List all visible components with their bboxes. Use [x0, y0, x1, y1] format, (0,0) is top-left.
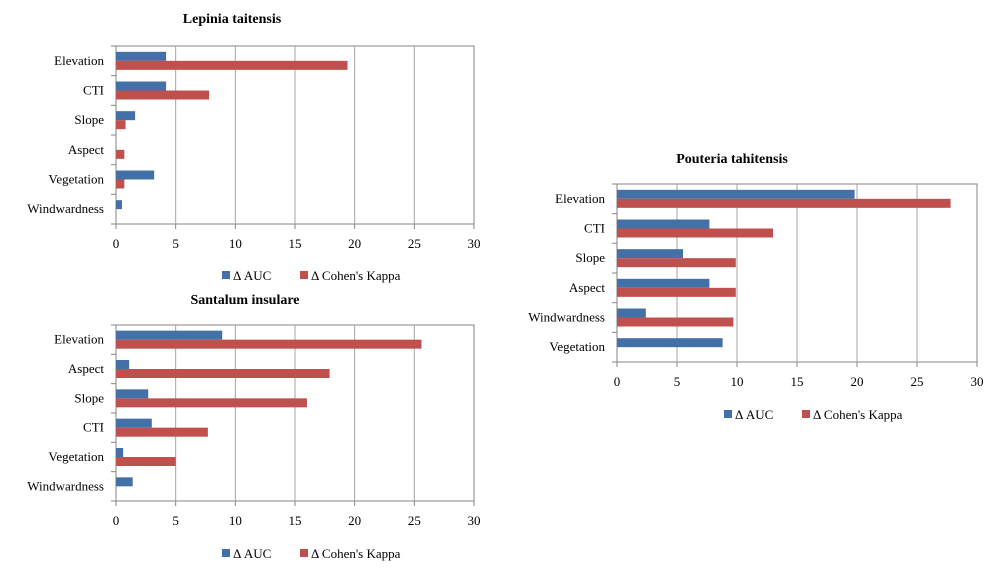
bar-delta-kappa	[116, 120, 126, 130]
bar-delta-auc	[617, 249, 683, 259]
legend: Δ AUC Δ Cohen's Kappa	[724, 407, 903, 422]
bar-delta-kappa	[116, 398, 307, 408]
category-label: Vegetation	[48, 449, 104, 464]
legend-swatch-kappa	[802, 410, 810, 418]
legend-label-kappa: Δ Cohen's Kappa	[813, 407, 903, 422]
x-tick-label: 5	[172, 236, 179, 251]
x-tick-label: 20	[348, 236, 361, 251]
category-label: Slope	[74, 390, 104, 405]
legend-label-auc: Δ AUC	[233, 546, 271, 561]
category-label: Slope	[575, 250, 605, 265]
bar-delta-kappa	[116, 179, 125, 189]
bar-delta-auc	[617, 338, 723, 348]
bar-delta-kappa	[116, 149, 125, 159]
legend-swatch-auc	[222, 271, 230, 279]
category-label: Vegetation	[48, 172, 104, 187]
legend-swatch-kappa	[300, 549, 308, 557]
legend-label-auc: Δ AUC	[233, 268, 271, 283]
x-tick-label: 0	[614, 374, 621, 389]
x-tick-label: 0	[113, 236, 120, 251]
bar-delta-auc	[116, 81, 167, 91]
x-tick-label: 25	[408, 513, 421, 528]
legend: Δ AUC Δ Cohen's Kappa	[222, 268, 401, 283]
legend-label-auc: Δ AUC	[735, 407, 773, 422]
bar-delta-auc	[116, 360, 130, 369]
bar-delta-auc	[617, 278, 710, 288]
bar-delta-kappa	[116, 339, 422, 349]
bar-delta-auc	[116, 200, 122, 210]
x-tick-label: 30	[971, 374, 984, 389]
x-tick-label: 10	[229, 513, 242, 528]
category-label: Elevation	[54, 53, 104, 68]
bar-delta-auc	[116, 418, 152, 428]
category-label: Windwardness	[528, 310, 605, 325]
legend-label-kappa: Δ Cohen's Kappa	[311, 268, 401, 283]
bar-delta-kappa	[617, 198, 951, 208]
legend: Δ AUC Δ Cohen's Kappa	[222, 546, 401, 561]
x-tick-label: 0	[113, 513, 120, 528]
bar-delta-kappa	[116, 369, 330, 378]
bar-delta-auc	[617, 189, 855, 199]
bar-delta-auc	[116, 51, 167, 61]
chart-santalum: Santalum insulare 0 5 10 15 20 25 30 Elevation As…	[27, 293, 480, 561]
category-label: Windwardness	[27, 478, 104, 493]
category-label: CTI	[83, 83, 104, 98]
category-label: Slope	[74, 112, 104, 127]
x-tick-label: 10	[229, 236, 242, 251]
bar-delta-auc	[617, 219, 710, 229]
x-tick-label: 25	[408, 236, 421, 251]
legend-swatch-auc	[724, 410, 732, 418]
chart-lepinia: Lepinia taitensis 0 5 10 15 20 25 30 Elevation CT…	[27, 12, 480, 283]
x-tick-label: 15	[289, 513, 302, 528]
category-label: Aspect	[68, 142, 104, 157]
x-tick-label: 30	[468, 236, 481, 251]
chart-title: Santalum insulare	[190, 293, 299, 308]
category-label: Elevation	[54, 332, 104, 347]
bar-delta-auc	[116, 448, 124, 457]
bar-delta-auc	[116, 477, 133, 487]
bar-delta-kappa	[617, 228, 773, 238]
x-tick-label: 5	[674, 374, 681, 389]
bar-delta-auc	[116, 111, 136, 121]
x-tick-label: 15	[791, 374, 804, 389]
x-tick-label: 25	[911, 374, 924, 389]
bar-delta-kappa	[617, 317, 734, 327]
bar-delta-kappa	[116, 60, 348, 70]
x-tick-label: 10	[731, 374, 744, 389]
chart-title: Lepinia taitensis	[183, 12, 282, 27]
bar-delta-kappa	[116, 90, 210, 100]
category-label: Windwardness	[27, 201, 104, 216]
bar-delta-kappa	[617, 258, 736, 268]
x-tick-label: 30	[468, 513, 481, 528]
x-tick-label: 15	[289, 236, 302, 251]
category-label: Aspect	[68, 361, 104, 376]
category-label: Elevation	[555, 191, 605, 206]
bar-delta-auc	[116, 330, 223, 340]
category-label: CTI	[584, 221, 605, 236]
bar-delta-kappa	[617, 287, 736, 297]
chart-pouteria: Pouteria tahitensis 0 5 10 15 20 25 30 Elevation…	[528, 152, 983, 422]
bar-delta-kappa	[116, 427, 208, 437]
legend-swatch-kappa	[300, 271, 308, 279]
chart-title: Pouteria tahitensis	[676, 152, 788, 167]
x-tick-label: 5	[172, 513, 179, 528]
x-tick-label: 20	[851, 374, 864, 389]
category-label: Vegetation	[549, 339, 605, 354]
bar-delta-auc	[116, 170, 155, 180]
legend-swatch-auc	[222, 549, 230, 557]
bar-delta-kappa	[116, 457, 176, 466]
x-tick-label: 20	[348, 513, 361, 528]
bar-delta-auc	[617, 308, 646, 318]
category-label: Aspect	[569, 280, 605, 295]
bar-delta-auc	[116, 389, 149, 399]
legend-label-kappa: Δ Cohen's Kappa	[311, 546, 401, 561]
category-label: CTI	[83, 420, 104, 435]
